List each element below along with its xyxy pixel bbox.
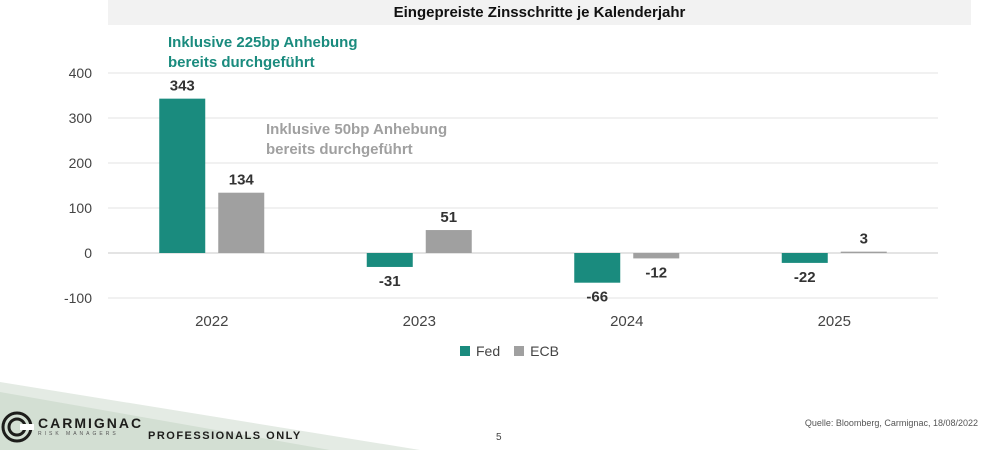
data-label: 134: [229, 172, 255, 189]
bar-chart: 400 300 200 100 0 -100 343 134 2022 -31 51 2023 -66 -…: [64, 65, 938, 330]
fed-annotation-line-1: Inklusive 225bp Anhebung: [168, 34, 358, 51]
source-note: Quelle: Bloomberg, Carmignac, 18/08/2022: [804, 418, 978, 428]
professionals-only-label: PROFESSIONALS ONLY: [148, 430, 302, 442]
data-label: 343: [170, 78, 195, 95]
y-tick-label: 400: [69, 65, 93, 81]
y-tick-label: 0: [84, 245, 92, 261]
data-label: -31: [379, 273, 401, 290]
bar-fed-2022: [159, 98, 206, 254]
x-tick-label: 2025: [818, 313, 851, 330]
page-number: 5: [496, 432, 502, 443]
bar-ecb-2025: [840, 251, 887, 253]
fed-annotation-line-2: bereits durchgeführt: [168, 54, 315, 71]
bar-fed-2023: [366, 253, 413, 267]
fed-annotation: Inklusive 225bp Anhebung bereits durchge…: [168, 33, 357, 73]
data-label: -22: [794, 269, 816, 286]
y-tick-label: 200: [69, 155, 93, 171]
data-label: 51: [440, 209, 457, 226]
brand-name: CARMIGNAC: [38, 415, 144, 431]
bar-fed-2025: [781, 253, 828, 263]
y-tick-label: 100: [69, 200, 93, 216]
y-tick-label: 300: [69, 110, 93, 126]
x-tick-label: 2023: [403, 313, 436, 330]
x-tick-label: 2024: [610, 313, 643, 330]
data-label: 3: [860, 231, 868, 248]
bar-ecb-2024: [633, 253, 680, 259]
footer-decoration: [0, 382, 420, 450]
legend-label-ecb: ECB: [530, 343, 559, 359]
legend-label-fed: Fed: [476, 343, 501, 359]
legend-item-fed: Fed: [460, 343, 500, 359]
carmignac-logo: CARMIGNAC RISK MANAGERS: [0, 410, 143, 444]
bar-ecb-2022: [218, 192, 265, 253]
chart-title: Eingepreiste Zinsschritte je Kalenderjah…: [108, 0, 971, 25]
data-label: -66: [586, 289, 608, 306]
ecb-annotation-line-1: Inklusive 50bp Anhebung: [266, 121, 448, 138]
legend-swatch-fed: [460, 346, 470, 356]
bar-fed-2024: [574, 253, 621, 283]
chart-legend: Fed ECB: [460, 343, 573, 359]
brand-subtitle: RISK MANAGERS: [38, 431, 119, 437]
y-tick-label: -100: [64, 290, 92, 306]
carmignac-logo-icon: [1, 411, 34, 443]
x-tick-label: 2022: [195, 313, 228, 330]
ecb-annotation: Inklusive 50bp Anhebung bereits durchgef…: [266, 120, 447, 160]
legend-swatch-ecb: [514, 346, 525, 356]
legend-item-ecb: ECB: [514, 343, 559, 359]
ecb-annotation-line-2: bereits durchgeführt: [266, 141, 413, 158]
data-label: -12: [645, 264, 667, 281]
bar-ecb-2023: [425, 230, 472, 253]
